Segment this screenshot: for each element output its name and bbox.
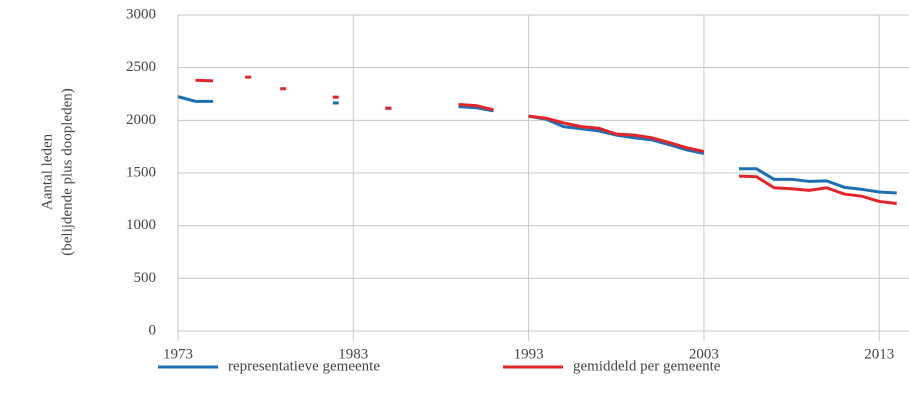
y-axis-label: (belijdende plus doopleden): [59, 88, 75, 255]
x-tick-label: 1973: [163, 346, 193, 362]
line-series: [528, 114, 705, 153]
x-tick-label: 2013: [864, 346, 894, 362]
line-series: [177, 95, 214, 103]
x-tick-label: 1993: [514, 346, 544, 362]
y-tick-label: 1000: [126, 217, 156, 233]
x-tick-label: 2003: [689, 346, 719, 362]
y-tick-label: 2000: [126, 112, 156, 128]
line-series: [458, 103, 494, 112]
y-tick-label: 500: [134, 270, 157, 286]
y-axis-label: Aantal leden: [39, 133, 55, 210]
y-tick-label: 2500: [126, 59, 156, 75]
x-tick-label: 1983: [338, 346, 368, 362]
line-series: [738, 167, 897, 195]
y-tick-label: 3000: [126, 6, 156, 22]
line-series: [195, 78, 214, 83]
y-tick-label: 1500: [126, 164, 156, 180]
legend-label: gemiddeld per gemeente: [573, 358, 721, 374]
legend-label: representatieve gemeente: [228, 358, 380, 374]
line-series: [738, 174, 897, 206]
y-tick-label: 0: [149, 322, 157, 338]
